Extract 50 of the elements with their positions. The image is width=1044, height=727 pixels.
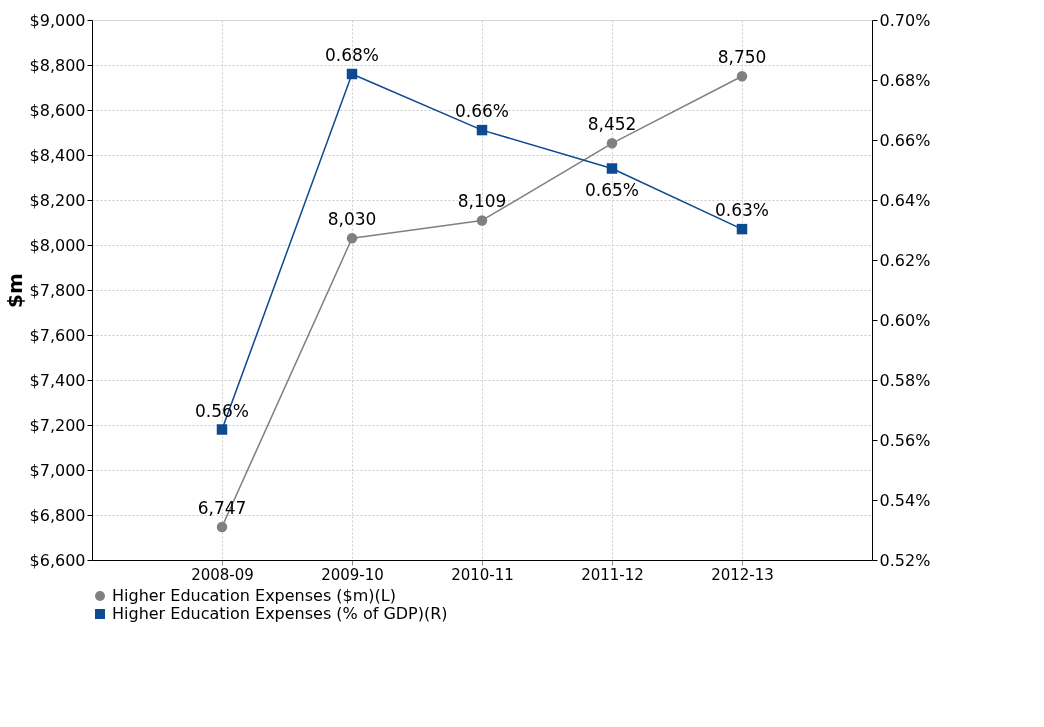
x-tick-label: 2011-12 [581, 565, 644, 584]
y2-tick-label: 0.70% [879, 10, 931, 30]
x-tick-label: 2010-11 [451, 565, 514, 584]
data-label: 8,452 [587, 114, 637, 135]
point [216, 424, 228, 435]
y-tick-label: $7,200 [29, 415, 86, 435]
point [346, 233, 358, 244]
y-tick-label: $7,600 [29, 325, 86, 345]
legend-label: Higher Education Expenses ($m)(L) [112, 586, 396, 605]
x-tick-label: 2008-09 [191, 565, 254, 584]
data-label: 0.66% [454, 101, 510, 122]
y2-tick-label: 0.56% [879, 430, 931, 450]
x-tick-label: 2009-10 [321, 565, 384, 584]
data-label: 0.63% [714, 200, 770, 221]
y-tick-label: $8,600 [29, 100, 86, 120]
point [476, 124, 488, 136]
y-tick-label: $7,800 [29, 280, 86, 300]
point [476, 215, 488, 226]
data-label: 0.65% [584, 179, 640, 200]
point [736, 223, 748, 235]
data-label: 6,747 [197, 497, 247, 518]
y-axis-title: $m [2, 273, 27, 308]
y-tick-label: $8,200 [29, 190, 86, 210]
point [216, 521, 228, 533]
data-label: 8,030 [327, 209, 377, 230]
y2-tick-label: 0.52% [879, 550, 931, 570]
y-tick-label: $7,400 [29, 370, 86, 390]
y2-tick-label: 0.66% [879, 130, 931, 150]
y-tick-label: $8,800 [29, 55, 86, 75]
y-tick-label: $8,400 [29, 145, 86, 165]
y2-tick-label: 0.54% [879, 490, 931, 510]
data-label: 8,109 [457, 191, 507, 212]
point [736, 71, 748, 82]
y-tick-label: $6,600 [29, 550, 86, 570]
y-tick-label: $7,000 [29, 460, 86, 480]
point [606, 163, 618, 174]
y2-tick-label: 0.64% [879, 190, 931, 210]
data-label: 0.68% [324, 45, 380, 65]
y2-tick-label: 0.68% [879, 70, 931, 90]
x-tick-label: 2012-13 [711, 565, 774, 584]
legend-label: Higher Education Expenses (% of GDP)(R) [112, 604, 448, 623]
y-tick-label: $8,000 [29, 235, 86, 255]
y-tick-label: $9,000 [29, 10, 86, 30]
y2-tick-label: 0.62% [879, 250, 931, 270]
data-label: 8,750 [717, 47, 767, 68]
y-tick-label: $6,800 [29, 505, 86, 525]
y2-tick-label: 0.60% [879, 310, 931, 330]
point [346, 68, 358, 80]
y2-tick-label: 0.58% [879, 370, 931, 390]
point [606, 138, 618, 149]
